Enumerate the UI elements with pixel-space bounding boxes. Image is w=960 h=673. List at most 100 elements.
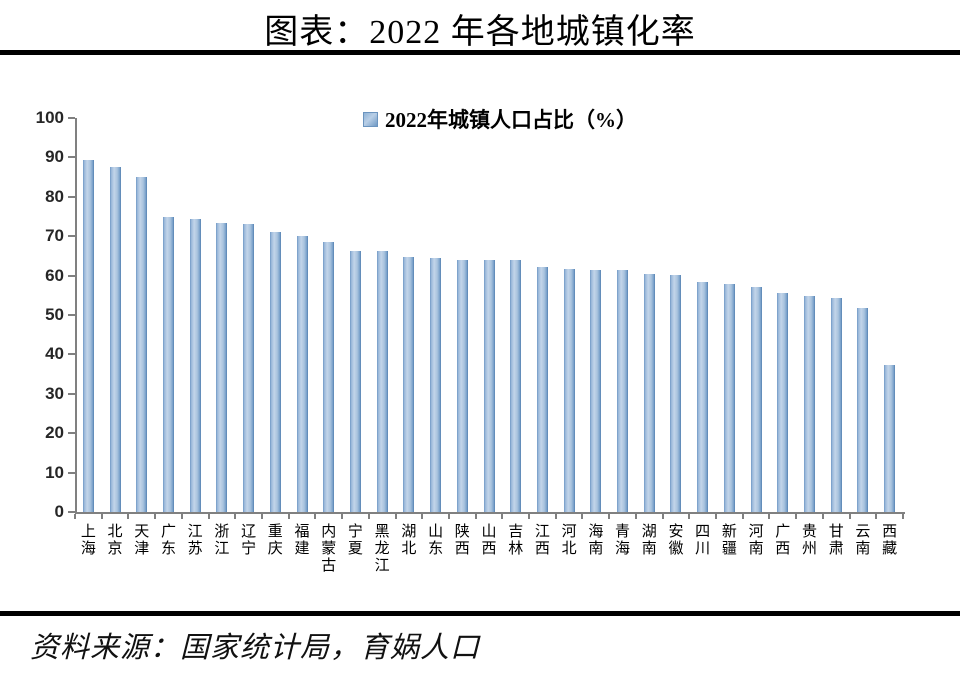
x-axis-label: 北 京 — [107, 524, 123, 557]
x-axis-label: 新 疆 — [721, 524, 737, 557]
y-tick-mark — [68, 117, 75, 119]
bar — [349, 250, 361, 512]
x-tick-mark — [741, 514, 744, 519]
bar — [590, 269, 602, 512]
y-tick-label: 10 — [45, 462, 64, 482]
x-tick-mark — [581, 514, 584, 519]
x-axis-label: 辽 宁 — [241, 524, 257, 557]
y-tick-mark — [68, 274, 75, 277]
x-tick-mark — [367, 514, 370, 519]
x-tick-mark — [447, 514, 450, 519]
x-axis-label: 宁 夏 — [347, 524, 363, 557]
source-note: 资料来源：国家统计局，育娲人口 — [30, 632, 481, 664]
bar — [830, 298, 842, 512]
bar — [243, 224, 255, 512]
y-tick-label: 90 — [45, 147, 64, 167]
x-tick-mark — [795, 514, 798, 519]
chart-legend: 2022年城镇人口占比（%） — [363, 104, 637, 134]
x-tick-mark — [768, 514, 771, 519]
x-axis-label: 浙 江 — [214, 524, 230, 557]
x-tick-mark — [661, 514, 664, 519]
y-tick-mark — [68, 511, 75, 513]
x-axis-label: 云 南 — [855, 524, 871, 557]
x-axis-label: 陕 西 — [454, 524, 470, 557]
x-tick-mark — [821, 514, 824, 519]
x-tick-mark — [715, 514, 718, 519]
bar — [750, 287, 762, 512]
bar — [804, 296, 816, 512]
x-tick-mark — [501, 514, 504, 519]
y-tick-label: 70 — [45, 226, 64, 246]
bar — [296, 235, 308, 512]
x-tick-mark — [341, 514, 344, 519]
x-axis-label: 广 东 — [160, 524, 176, 557]
bar — [483, 259, 495, 512]
bar — [136, 176, 148, 512]
x-axis-label: 重 庆 — [267, 524, 283, 557]
bar — [403, 257, 415, 512]
x-axis-label: 山 东 — [428, 524, 444, 557]
bar — [617, 270, 629, 512]
x-axis-label: 河 南 — [748, 524, 764, 557]
y-tick-label: 80 — [45, 186, 64, 206]
bar — [777, 292, 789, 512]
x-tick-mark — [74, 514, 76, 519]
y-tick-mark — [68, 392, 75, 395]
x-axis-label: 内 蒙 古 — [321, 524, 337, 574]
x-tick-mark — [260, 514, 263, 519]
x-tick-mark — [848, 514, 851, 519]
page-title: 图表：2022 年各地城镇化率 — [264, 14, 696, 51]
y-tick-label: 60 — [45, 265, 64, 285]
bar — [563, 268, 575, 512]
x-axis-line — [75, 512, 905, 514]
bar — [456, 259, 468, 512]
x-tick-mark — [394, 514, 397, 519]
y-tick-label: 50 — [45, 305, 64, 324]
bar — [189, 218, 201, 512]
top-divider — [0, 50, 960, 55]
x-tick-mark — [100, 514, 103, 519]
x-axis-label: 上 海 — [80, 524, 96, 557]
x-axis-label: 安 徽 — [668, 524, 684, 557]
x-axis-label: 海 南 — [588, 524, 604, 557]
bar — [269, 232, 281, 512]
bar — [723, 283, 735, 512]
x-tick-mark — [634, 514, 637, 519]
y-tick-mark — [68, 353, 75, 356]
bar — [857, 308, 869, 512]
bar — [884, 364, 896, 512]
x-axis-label: 四 川 — [695, 524, 711, 557]
x-axis-label: 江 苏 — [187, 524, 203, 557]
x-tick-mark — [180, 514, 183, 519]
legend-swatch-icon — [363, 111, 378, 127]
x-tick-mark — [287, 514, 290, 519]
bar — [510, 260, 522, 512]
y-tick-mark — [68, 235, 75, 238]
x-axis-label: 湖 北 — [401, 524, 417, 557]
x-axis-label: 天 津 — [134, 524, 150, 557]
legend-label: 2022年城镇人口占比（%） — [385, 108, 637, 132]
y-tick-mark — [68, 314, 75, 316]
x-tick-mark — [154, 514, 157, 519]
bar — [536, 267, 548, 512]
bottom-divider — [0, 611, 960, 616]
x-axis-label: 西 藏 — [882, 524, 898, 557]
bar — [162, 217, 174, 512]
x-tick-mark — [608, 514, 611, 519]
x-tick-mark — [875, 514, 878, 519]
bar — [430, 257, 442, 512]
y-tick-mark — [68, 156, 75, 159]
x-axis-label: 黑 龙 江 — [374, 524, 390, 574]
x-tick-mark — [688, 514, 691, 519]
y-tick-label: 20 — [45, 423, 64, 443]
bar — [323, 241, 335, 512]
bar — [376, 251, 388, 512]
x-axis-label: 贵 州 — [802, 524, 818, 557]
x-axis-label: 江 西 — [534, 524, 550, 557]
x-axis-label: 福 建 — [294, 524, 310, 557]
x-axis-label: 青 海 — [615, 524, 631, 557]
x-tick-mark — [554, 514, 557, 519]
y-axis-line — [75, 118, 77, 514]
x-tick-mark — [234, 514, 237, 519]
